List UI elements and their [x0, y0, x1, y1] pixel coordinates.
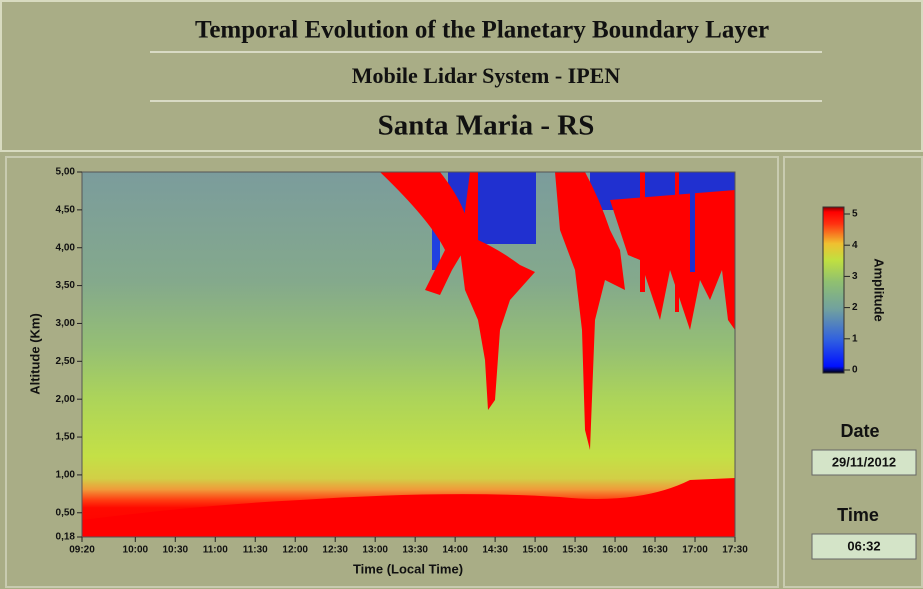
x-tick-label: 15:00: [522, 545, 548, 556]
y-tick-label: 2,50: [56, 356, 76, 367]
y-tick-label: 4,00: [56, 242, 76, 253]
date-label: Date: [840, 421, 879, 441]
colorbar-label: Amplitude: [872, 258, 887, 322]
time-field: [811, 533, 917, 560]
x-tick-label: 11:00: [203, 545, 228, 556]
time-label: Time: [837, 505, 879, 525]
x-tick-label: 14:30: [482, 545, 508, 556]
y-tick-label: 3,50: [56, 280, 76, 291]
colorbar-tick-label: 4: [852, 240, 858, 251]
y-axis-label: Altitude (Km): [27, 313, 42, 395]
x-tick-label: 13:30: [402, 545, 428, 556]
time-value: 06:32: [847, 538, 880, 553]
x-tick-label: 17:00: [682, 545, 708, 556]
x-tick-label: 10:00: [123, 545, 149, 556]
plot-frame: [81, 171, 736, 538]
colorbar-tick-label: 2: [852, 302, 858, 313]
x-tick-label: 11:30: [243, 545, 268, 556]
x-axis-label: Time (Local Time): [353, 561, 463, 576]
colorbar-tick-label: 0: [852, 365, 858, 376]
colorbar-tick-label: 5: [852, 209, 858, 220]
x-tick-label: 12:30: [322, 545, 348, 556]
y-tick-label: 3,00: [56, 318, 76, 329]
x-tick-label: 16:00: [602, 545, 628, 556]
colorbar-tick-label: 1: [852, 333, 858, 344]
axes: 0,18 0,50 1,00 1,50 2,00 2,50 3,00 3,50 4,00 4,50…: [56, 167, 858, 556]
x-tick-label: 12:00: [282, 545, 308, 556]
info-panel: [783, 156, 923, 588]
date-value: 29/11/2012: [832, 454, 896, 469]
y-tick-label: 0,18: [56, 532, 76, 543]
location: Santa Maria - RS: [378, 110, 595, 142]
date-field: [811, 449, 917, 476]
y-tick-label: 0,50: [56, 507, 76, 518]
header-panel: [0, 0, 923, 152]
y-tick-label: 2,00: [56, 394, 76, 405]
heatmap: [82, 172, 735, 537]
x-tick-label: 16:30: [642, 545, 668, 556]
colorbar: [822, 206, 845, 374]
x-tick-label: 14:00: [442, 545, 468, 556]
y-tick-label: 1,50: [56, 432, 76, 443]
subtitle: Mobile Lidar System - IPEN: [352, 63, 621, 88]
y-tick-label: 1,00: [56, 470, 76, 481]
x-tick-label: 17:30: [722, 545, 748, 556]
x-tick-label: 10:30: [162, 545, 188, 556]
y-tick-label: 5,00: [56, 167, 76, 178]
x-tick-label: 09:20: [69, 545, 95, 556]
title: Temporal Evolution of the Planetary Boun…: [195, 17, 769, 44]
colorbar-tick-label: 3: [852, 271, 858, 282]
x-tick-label: 13:00: [362, 545, 388, 556]
y-tick-label: 4,50: [56, 205, 76, 216]
x-tick-label: 15:30: [562, 545, 588, 556]
